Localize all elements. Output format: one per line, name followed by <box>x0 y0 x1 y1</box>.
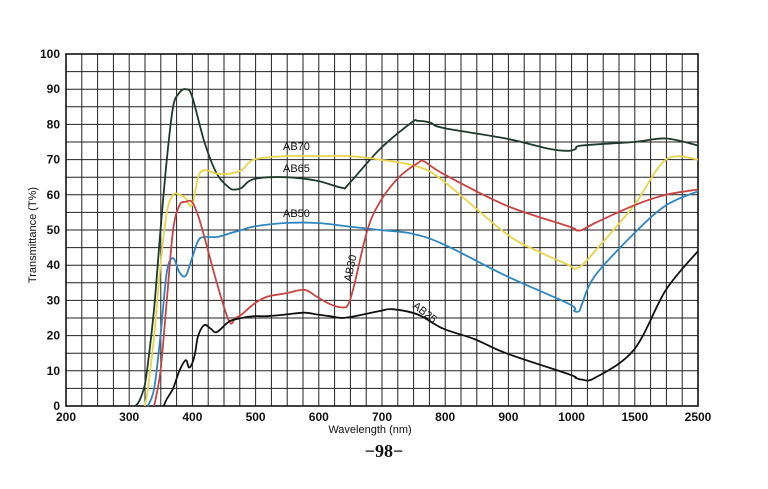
x-tick-label: 300 <box>119 410 139 424</box>
series-label-ab65: AB65 <box>283 163 310 175</box>
x-tick-label: 600 <box>309 410 329 424</box>
y-axis-label: Transmittance (T%) <box>27 187 39 283</box>
x-tick-label: 200 <box>56 410 76 424</box>
x-tick-label: 400 <box>182 410 202 424</box>
y-tick-label: 20 <box>47 329 61 343</box>
series-label-ab70: AB70 <box>283 141 310 153</box>
x-tick-label: 1500 <box>621 410 648 424</box>
x-tick-label: 500 <box>246 410 266 424</box>
y-tick-label: 60 <box>47 188 61 202</box>
series-label-ab50: AB50 <box>283 208 310 220</box>
series-line-ab65 <box>143 154 699 407</box>
series-line-ab50 <box>147 190 699 407</box>
x-tick-label: 700 <box>372 410 392 424</box>
x-tick-label: 800 <box>435 410 455 424</box>
y-tick-label: 10 <box>47 364 61 378</box>
page-number: −98− <box>364 441 404 461</box>
series-line-ab70 <box>134 88 699 407</box>
y-tick-label: 70 <box>47 153 61 167</box>
x-axis-ticks: 200 300 400 500 600 700 800 900 1000 1500 2500 <box>56 410 712 424</box>
y-tick-label: 30 <box>47 293 61 307</box>
x-tick-label: 1000 <box>558 410 585 424</box>
x-tick-label: 2500 <box>685 410 712 424</box>
y-tick-label: 40 <box>47 258 61 272</box>
x-tick-label: 900 <box>498 410 518 424</box>
y-tick-label: 80 <box>47 117 61 131</box>
plot-frame <box>65 53 699 407</box>
x-axis-label: Wavelength (nm) <box>328 424 411 436</box>
y-tick-label: 100 <box>40 47 60 61</box>
transmittance-chart: 200 300 400 500 600 700 800 900 1000 1500 2500 0 10… <box>27 47 712 436</box>
series-line-ab30 <box>153 159 699 407</box>
y-axis-ticks: 0 10 20 30 40 50 60 70 80 90 100 <box>40 47 60 413</box>
chart-grid <box>65 53 699 407</box>
series-line-ab25 <box>162 250 699 407</box>
chart-frame <box>65 53 699 407</box>
y-tick-label: 90 <box>47 82 61 96</box>
series-label-ab30: AB30 <box>342 254 359 283</box>
y-tick-label: 0 <box>53 399 60 413</box>
chart-series <box>134 88 699 407</box>
y-tick-label: 50 <box>47 223 61 237</box>
